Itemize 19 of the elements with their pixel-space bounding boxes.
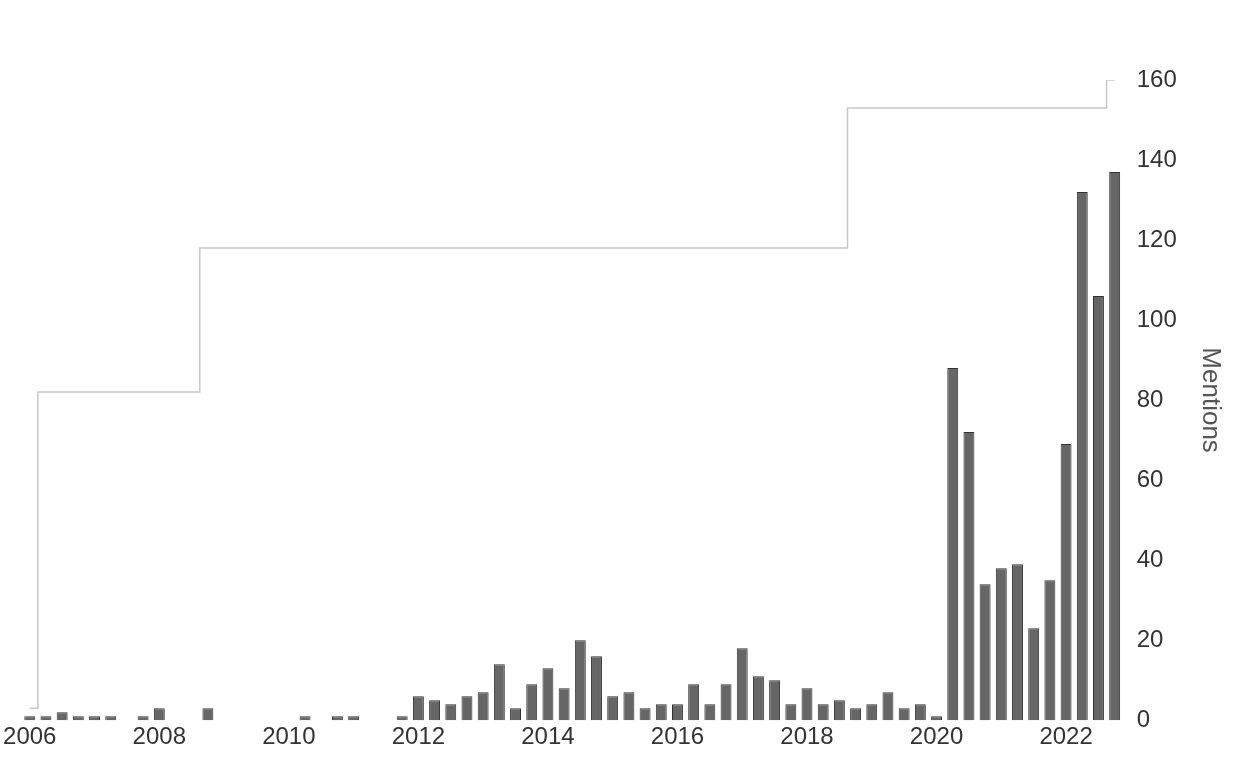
y-tick-label: 0 — [1136, 704, 1151, 732]
x-tick-label: 2016 — [650, 722, 705, 750]
y-tick-label: 120 — [1136, 224, 1177, 252]
x-tick-label: 2022 — [1039, 722, 1093, 750]
x-tick-label: 2012 — [391, 722, 446, 750]
y-tick-label: 40 — [1136, 544, 1164, 572]
y-tick-label: 140 — [1136, 144, 1177, 172]
y-tick-label: 20 — [1136, 624, 1164, 652]
x-tick-label: 2006 — [3, 722, 57, 750]
x-tick-label: 2010 — [262, 722, 316, 750]
x-tick-label: 2008 — [132, 722, 186, 750]
y-tick-label: 160 — [1136, 64, 1177, 92]
y-axis-title: Mentions — [1197, 347, 1228, 453]
x-tick-label: 2018 — [780, 722, 834, 750]
x-tick-label: 2020 — [909, 722, 964, 750]
y-tick-label: 60 — [1136, 464, 1164, 492]
y-tick-label: 100 — [1136, 304, 1177, 332]
y-tick-label: 80 — [1136, 384, 1164, 412]
x-tick-label: 2014 — [521, 722, 575, 750]
